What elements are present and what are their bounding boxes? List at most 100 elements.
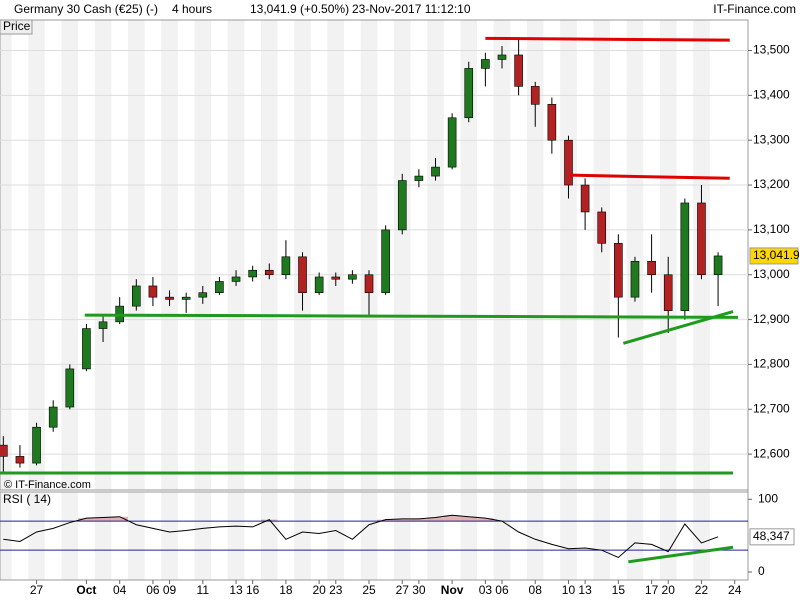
x-tick-label: 25 [362,583,376,597]
day-stripe [61,492,79,580]
day-stripe [526,20,544,490]
candle-body [447,117,457,168]
symbol: Germany 30 Cash (€25) (-) [14,2,158,16]
day-stripe [0,20,12,490]
day-stripe [327,492,345,580]
y-tick-label: 13,000 [753,267,790,281]
candle-body [647,260,656,276]
overbought-fill [78,518,95,522]
day-stripe [260,20,278,490]
candle-body [298,256,307,293]
candle-body [82,328,91,370]
watermark: © IT-Finance.com [4,479,91,491]
y-tick-label: 0 [758,564,765,578]
candle-body [514,54,523,87]
overbought-fill [460,516,478,522]
y-tick-label: 13,500 [753,43,790,57]
overbought-fill [111,516,128,522]
overbought-fill [377,519,394,522]
day-stripe [626,20,644,490]
day-stripe [194,20,212,490]
candle-body [364,274,374,293]
candle-body [547,104,557,141]
x-tick-label: 13 [229,583,243,597]
candle-body [32,426,41,464]
candle-body [663,274,673,311]
day-stripe [493,20,511,490]
overbought-fill [94,517,112,522]
candle-body [281,256,291,276]
day-stripe [227,492,245,580]
candle-body [181,296,191,300]
day-stripe [493,492,511,580]
overbought-fill [393,518,411,522]
day-stripe [593,20,611,490]
candle-body [98,321,108,329]
x-tick-label: 23 [329,583,343,597]
candle-body [65,368,75,408]
day-stripe [360,492,378,580]
overbought-fill [477,518,494,522]
candle-body [614,243,623,298]
x-tick-label: 18 [279,583,293,597]
x-tick-label: 27 [30,583,44,597]
day-stripe [294,492,311,580]
y-tick-label: 13,400 [753,88,790,102]
x-tick-label: 03 [479,583,493,597]
candle-body [348,274,357,280]
day-stripe [560,20,577,490]
x-tick-label: 16 [246,583,260,597]
candle-body [464,68,474,119]
day-stripe [94,492,112,580]
candle-body [231,276,241,282]
day-stripe [526,492,544,580]
candle-body [15,456,25,464]
interval: 4 hours [172,2,212,16]
brand: IT-Finance.com [713,2,796,16]
y-tick-label: 12,900 [753,312,790,326]
candle-body [132,285,141,307]
trendline [485,36,730,42]
x-tick-label: 11 [197,583,210,597]
trendline [628,545,734,564]
candle-body [48,406,58,428]
candle-body [697,202,706,276]
day-stripe [393,20,411,490]
x-tick-label: 10 [562,583,576,597]
candle-body [0,444,8,457]
x-tick-label: 22 [695,583,709,597]
trendline [84,313,739,319]
x-tick-label: 13 [578,583,592,597]
x-tick-label: 24 [728,583,742,597]
y-tick-label: 12,700 [753,401,790,415]
panel-label: RSI ( 14) [3,492,51,506]
day-stripe [94,20,112,490]
day-stripe [593,492,611,580]
last-rsi-label: 48,347 [753,529,790,543]
day-stripe [28,492,45,580]
candle-body [481,59,490,69]
day-stripe [393,492,411,580]
trendline [622,310,734,345]
candle-body [198,292,208,298]
day-stripe [61,20,79,490]
day-stripe [360,20,378,490]
candle-body [580,184,590,213]
candle-body [165,296,174,300]
candle-body [680,202,690,311]
candle-body [530,86,540,105]
panel-label-box [0,19,33,35]
y-tick-label: 13,100 [753,222,790,236]
candle-body [414,175,424,181]
x-tick-label: 20 [662,583,676,597]
overbought-fill [443,515,461,522]
candle-body [397,180,407,231]
x-tick-label: 15 [612,583,626,597]
candle-body [431,166,440,177]
candle-body [381,229,390,293]
day-stripe [127,492,145,580]
x-tick-label: 30 [412,583,426,597]
day-stripe [0,492,12,580]
y-tick-label: 13,300 [753,132,790,146]
